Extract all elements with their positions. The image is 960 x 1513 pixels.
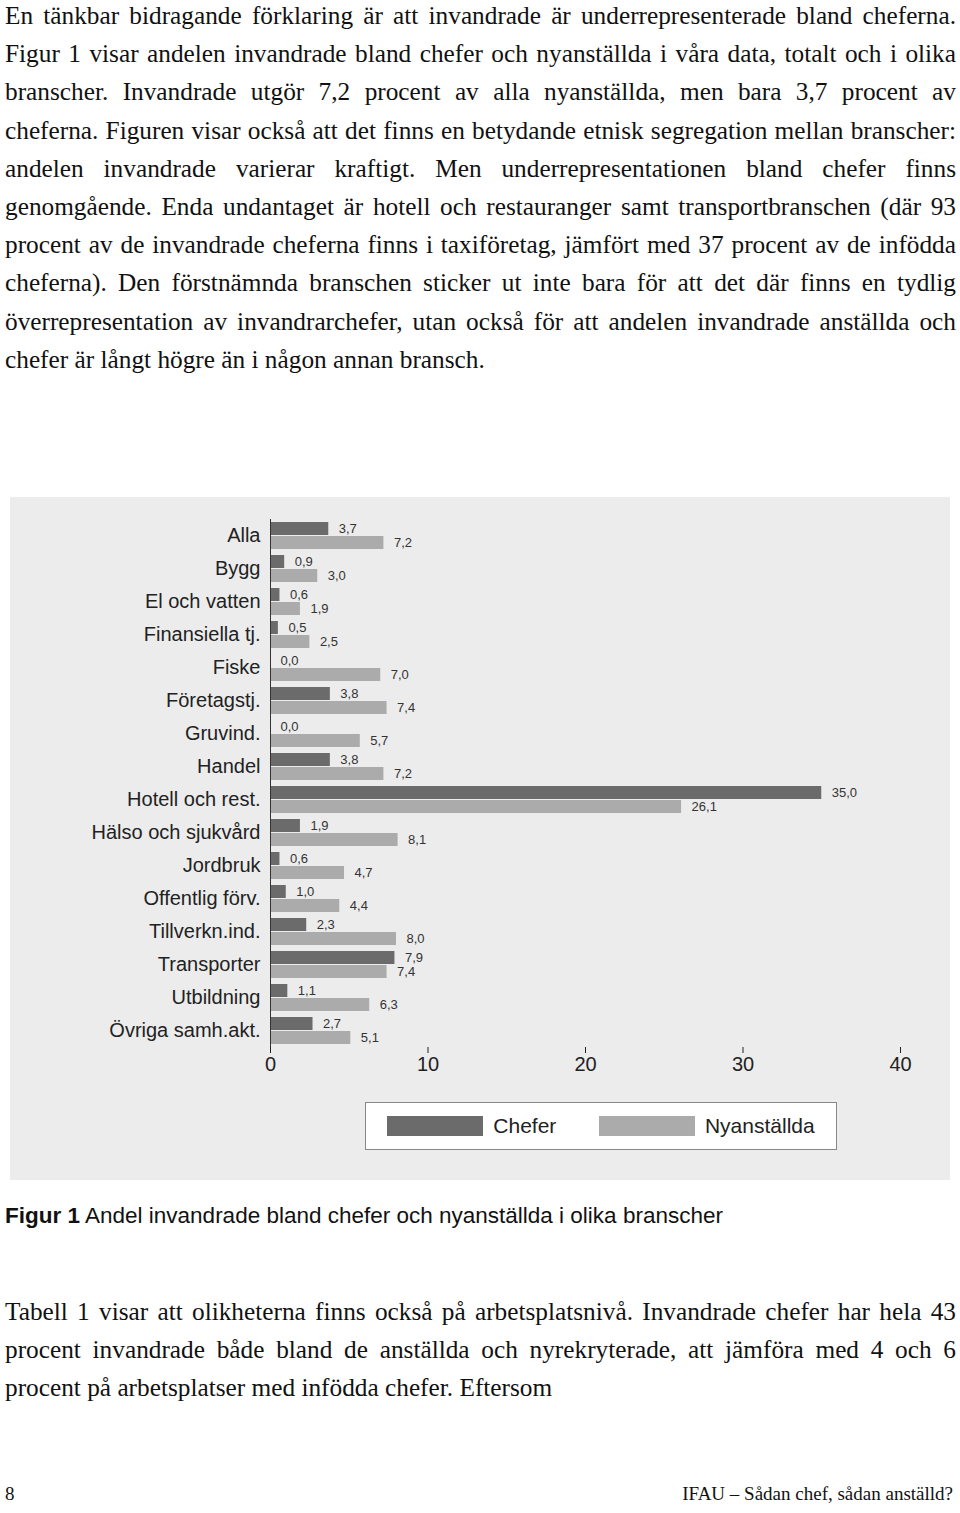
svg-text:0,5: 0,5 (288, 620, 306, 635)
svg-text:Tillverkn.ind.: Tillverkn.ind. (149, 920, 261, 942)
html-text:Nyanställda: Nyanställda (704, 1114, 815, 1137)
svg-text:20: 20 (574, 1053, 596, 1075)
svg-text:Gruvind.: Gruvind. (185, 722, 261, 744)
svg-text:4,4: 4,4 (350, 898, 368, 913)
svg-text:2,3: 2,3 (317, 917, 335, 932)
svg-text:0,0: 0,0 (281, 719, 299, 734)
svg-text:1,1: 1,1 (298, 983, 316, 998)
svg-text:7,4: 7,4 (397, 964, 415, 979)
svg-text:Utbildning: Utbildning (172, 986, 261, 1008)
html-text:Chefer: Chefer (493, 1114, 557, 1137)
svg-text:El och vatten: El och vatten (145, 590, 261, 612)
svg-text:0,9: 0,9 (295, 554, 313, 569)
svg-text:8,0: 8,0 (407, 931, 425, 946)
svg-text:Offentlig förv.: Offentlig förv. (143, 887, 260, 909)
svg-text:30: 30 (732, 1053, 754, 1075)
html-text:8: 8 (5, 1483, 15, 1504)
svg-text:0,6: 0,6 (290, 587, 308, 602)
svg-text:3,7: 3,7 (339, 521, 357, 536)
svg-text:0: 0 (265, 1053, 276, 1075)
html-text:IFAU – Sådan chef, sådan anstä: IFAU – Sådan chef, sådan anställd? (682, 1483, 953, 1504)
svg-text:40: 40 (889, 1053, 911, 1075)
svg-text:Handel: Handel (197, 755, 260, 777)
svg-text:0,6: 0,6 (290, 851, 308, 866)
svg-text:Transporter: Transporter (158, 953, 261, 975)
svg-text:Finansiella tj.: Finansiella tj. (144, 623, 261, 645)
svg-text:Övriga samh.akt.: Övriga samh.akt. (109, 1019, 260, 1041)
svg-text:Alla: Alla (227, 524, 261, 546)
svg-text:5,1: 5,1 (361, 1030, 379, 1045)
svg-text:7,0: 7,0 (391, 667, 409, 682)
svg-text:Bygg: Bygg (215, 557, 261, 579)
svg-text:5,7: 5,7 (370, 733, 388, 748)
svg-text:10: 10 (417, 1053, 439, 1075)
svg-text:7,9: 7,9 (405, 950, 423, 965)
svg-text:3,0: 3,0 (328, 568, 346, 583)
svg-text:7,2: 7,2 (394, 766, 412, 781)
svg-text:Jordbruk: Jordbruk (183, 854, 262, 876)
svg-text:0,0: 0,0 (281, 653, 299, 668)
svg-text:35,0: 35,0 (832, 785, 857, 800)
svg-text:8,1: 8,1 (408, 832, 426, 847)
svg-text:6,3: 6,3 (380, 997, 398, 1012)
html-text:En tänkbar bidragande förklari: En tänkbar bidragande förklaring är att … (5, 1, 956, 373)
html-text:Figur 1 Andel invandrade bland: Figur 1 Andel invandrade bland chefer oc… (5, 1203, 723, 1228)
svg-text:26,1: 26,1 (692, 799, 717, 814)
svg-text:2,5: 2,5 (320, 634, 338, 649)
svg-text:Företagstj.: Företagstj. (166, 689, 260, 711)
svg-text:7,2: 7,2 (394, 535, 412, 550)
svg-text:3,8: 3,8 (340, 752, 358, 767)
svg-text:1,9: 1,9 (310, 601, 328, 616)
svg-text:1,0: 1,0 (296, 884, 314, 899)
svg-text:Hotell och rest.: Hotell och rest. (127, 788, 260, 810)
svg-text:4,7: 4,7 (355, 865, 373, 880)
svg-text:Hälso och sjukvård: Hälso och sjukvård (92, 821, 261, 843)
html-text:Tabell 1 visar att olikheterna: Tabell 1 visar att olikheterna finns ock… (5, 1297, 956, 1402)
svg-text:Fiske: Fiske (213, 656, 261, 678)
svg-text:1,9: 1,9 (310, 818, 328, 833)
svg-text:3,8: 3,8 (340, 686, 358, 701)
svg-text:7,4: 7,4 (397, 700, 415, 715)
svg-text:2,7: 2,7 (323, 1016, 341, 1031)
